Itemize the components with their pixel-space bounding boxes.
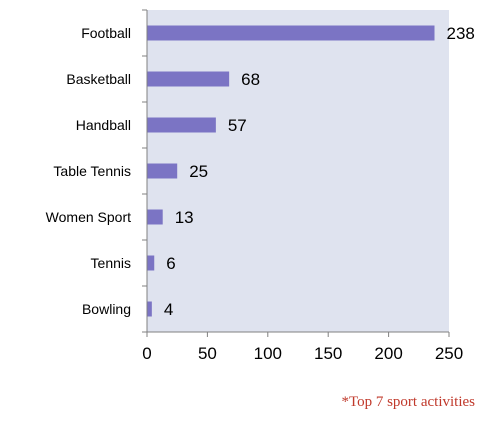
bar-table-tennis — [147, 163, 178, 179]
data-labels: 238 68 57 25 13 6 4 — [164, 24, 475, 319]
bar-basketball — [147, 71, 230, 87]
x-axis-ticks: 0 50 100 150 200 250 — [142, 332, 463, 363]
category-label: Handball — [76, 117, 131, 133]
data-label: 68 — [241, 70, 260, 89]
x-tick-label: 50 — [198, 344, 217, 363]
category-label: Table Tennis — [53, 163, 131, 179]
category-label: Women Sport — [46, 209, 131, 225]
category-labels: Football Basketball Handball Table Tennis Wo… — [46, 9, 147, 333]
bar-handball — [147, 117, 216, 133]
bar-women-sport — [147, 209, 163, 225]
data-label: 13 — [175, 208, 194, 227]
x-tick-label: 200 — [374, 344, 402, 363]
x-tick-label: 100 — [254, 344, 282, 363]
data-label: 25 — [189, 162, 208, 181]
bar-bowling — [147, 301, 152, 317]
x-tick-label: 150 — [314, 344, 342, 363]
data-label: 6 — [166, 254, 175, 273]
bar-tennis — [147, 255, 155, 271]
category-label: Tennis — [91, 255, 131, 271]
bar-football — [147, 25, 435, 41]
plot-background — [147, 10, 449, 332]
data-label: 4 — [164, 300, 173, 319]
x-tick-label: 250 — [435, 344, 463, 363]
data-label: 57 — [228, 116, 247, 135]
x-tick-label: 0 — [142, 344, 151, 363]
category-label: Bowling — [82, 301, 131, 317]
category-label: Football — [81, 25, 131, 41]
bars — [147, 25, 435, 317]
category-label: Basketball — [66, 71, 131, 87]
data-label: 238 — [447, 24, 475, 43]
footnote: *Top 7 sport activities — [341, 394, 475, 410]
